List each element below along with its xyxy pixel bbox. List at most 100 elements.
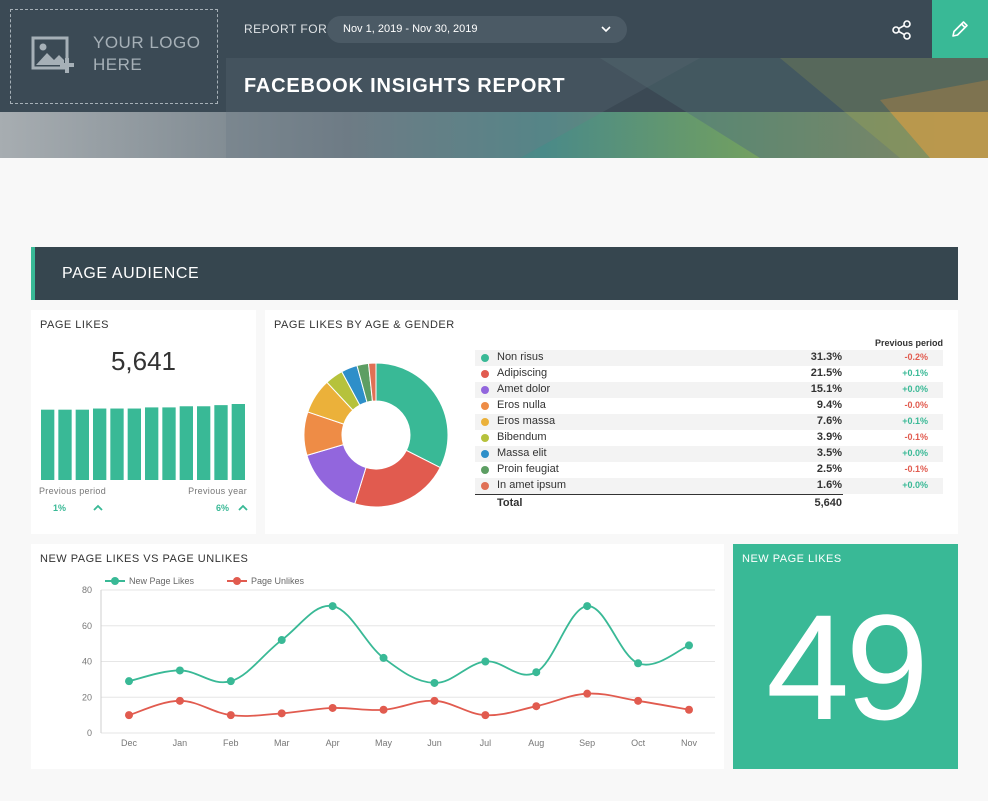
x-tick-label: Apr xyxy=(326,738,340,748)
sparkline-bar xyxy=(75,409,89,480)
data-point[interactable] xyxy=(481,657,490,666)
previous-year-label: Previous year xyxy=(188,486,247,496)
age-gender-row: Adipiscing 21.5% +0.1% xyxy=(475,366,943,382)
data-point[interactable] xyxy=(634,696,643,705)
age-gender-row: Amet dolor 15.1% +0.0% xyxy=(475,382,943,398)
data-point[interactable] xyxy=(125,677,133,686)
row-percent: 7.6% xyxy=(816,415,842,427)
legend-marker xyxy=(111,577,119,585)
data-point[interactable] xyxy=(226,711,235,720)
report-for-label: REPORT FOR xyxy=(244,22,328,36)
data-point[interactable] xyxy=(583,602,592,611)
age-gender-card: PAGE LIKES BY AGE & GENDER Previous peri… xyxy=(265,310,958,534)
previous-period-label: Previous period xyxy=(39,486,107,496)
legend-dot xyxy=(481,482,489,490)
previous-period-header: Previous period xyxy=(874,338,943,348)
report-title: FACEBOOK INSIGHTS REPORT xyxy=(244,75,566,97)
report-header: YOUR LOGO HERE REPORT FOR Nov 1, 2019 - … xyxy=(0,0,988,158)
legend-dot xyxy=(481,402,489,410)
sparkline-bar xyxy=(231,404,245,480)
row-percent: 31.3% xyxy=(810,351,842,363)
data-point[interactable] xyxy=(583,689,592,698)
data-point[interactable] xyxy=(532,702,541,711)
row-percent: 15.1% xyxy=(810,383,842,395)
x-tick-label: Oct xyxy=(631,738,646,748)
data-point[interactable] xyxy=(379,705,388,714)
data-point[interactable] xyxy=(328,602,337,611)
x-tick-label: Feb xyxy=(223,738,239,748)
previous-year-value: 6% xyxy=(216,503,230,513)
total-row: Total 5,640 xyxy=(475,495,943,511)
likes-vs-unlikes-card: NEW PAGE LIKES VS PAGE UNLIKES 0 20 40 60 80… xyxy=(31,544,724,769)
sparkline-bar xyxy=(41,409,55,480)
new-page-likes-card: NEW PAGE LIKES 49 xyxy=(733,544,958,769)
row-percent: 3.5% xyxy=(816,447,842,459)
row-change: -0.2% xyxy=(904,352,928,362)
date-range-value: Nov 1, 2019 - Nov 30, 2019 xyxy=(343,23,478,35)
edit-button[interactable] xyxy=(932,0,988,58)
row-label: Amet dolor xyxy=(497,383,551,395)
row-label: Eros nulla xyxy=(497,399,546,411)
image-add-icon xyxy=(31,36,74,73)
age-gender-donut-chart xyxy=(303,362,449,508)
donut-slice[interactable] xyxy=(367,362,377,402)
row-change: +0.0% xyxy=(902,384,928,394)
age-gender-row: Eros massa 7.6% +0.1% xyxy=(475,414,943,430)
data-point[interactable] xyxy=(634,659,643,668)
share-button[interactable] xyxy=(888,17,916,45)
sparkline-bar xyxy=(162,407,176,480)
legend-dot xyxy=(481,418,489,426)
total-value: 5,640 xyxy=(814,497,842,509)
data-point[interactable] xyxy=(379,653,388,662)
age-gender-row: Massa elit 3.5% +0.0% xyxy=(475,446,943,462)
legend-dot xyxy=(481,434,489,442)
data-point[interactable] xyxy=(685,641,693,650)
data-point[interactable] xyxy=(481,711,490,720)
series-line xyxy=(128,605,690,684)
legend-dot xyxy=(481,450,489,458)
sparkline-bar xyxy=(179,406,193,480)
row-percent: 21.5% xyxy=(810,367,842,379)
data-point[interactable] xyxy=(175,696,184,705)
row-label: In amet ipsum xyxy=(497,479,567,491)
sparkline-bar xyxy=(127,408,141,480)
data-point[interactable] xyxy=(277,709,286,718)
data-point[interactable] xyxy=(328,703,337,712)
line-chart-title: NEW PAGE LIKES VS PAGE UNLIKES xyxy=(40,553,249,565)
data-point[interactable] xyxy=(226,677,235,686)
row-label: Eros massa xyxy=(497,415,556,427)
data-point[interactable] xyxy=(532,668,541,677)
donut-slice[interactable] xyxy=(354,449,441,508)
x-tick-label: Aug xyxy=(528,738,544,748)
donut-slice[interactable] xyxy=(375,362,449,469)
section-title: PAGE AUDIENCE xyxy=(62,265,200,282)
row-label: Massa elit xyxy=(497,447,547,459)
row-label: Non risus xyxy=(497,351,544,363)
row-label: Proin feugiat xyxy=(497,463,559,475)
row-percent: 3.9% xyxy=(816,431,842,443)
row-change: +0.1% xyxy=(902,368,928,378)
logo-text: YOUR LOGO HERE xyxy=(93,33,201,74)
date-range-select[interactable]: Nov 1, 2019 - Nov 30, 2019 xyxy=(327,16,627,43)
data-point[interactable] xyxy=(125,711,133,720)
row-change: -0.1% xyxy=(904,464,928,474)
y-tick-label: 0 xyxy=(87,728,92,738)
row-change: -0.0% xyxy=(904,400,928,410)
y-tick-label: 20 xyxy=(82,692,92,702)
chevron-down-icon xyxy=(601,26,611,33)
sparkline-bar xyxy=(110,408,124,480)
sparkline-bar xyxy=(93,408,107,480)
likes-vs-unlikes-chart: 0 20 40 60 80 Dec Jan Feb Mar Apr May Jun Jul Aug Sep O… xyxy=(82,576,715,748)
data-point[interactable] xyxy=(685,705,693,714)
sparkline-bar xyxy=(197,406,211,480)
donut-slice[interactable] xyxy=(306,443,367,505)
data-point[interactable] xyxy=(277,636,286,645)
data-point[interactable] xyxy=(430,678,439,687)
series-line xyxy=(128,692,690,717)
row-change: +0.1% xyxy=(902,416,928,426)
x-tick-label: Dec xyxy=(121,738,138,748)
row-percent: 1.6% xyxy=(816,479,842,491)
data-point[interactable] xyxy=(430,696,439,705)
data-point[interactable] xyxy=(175,666,184,675)
page-likes-sparkline xyxy=(41,404,245,480)
